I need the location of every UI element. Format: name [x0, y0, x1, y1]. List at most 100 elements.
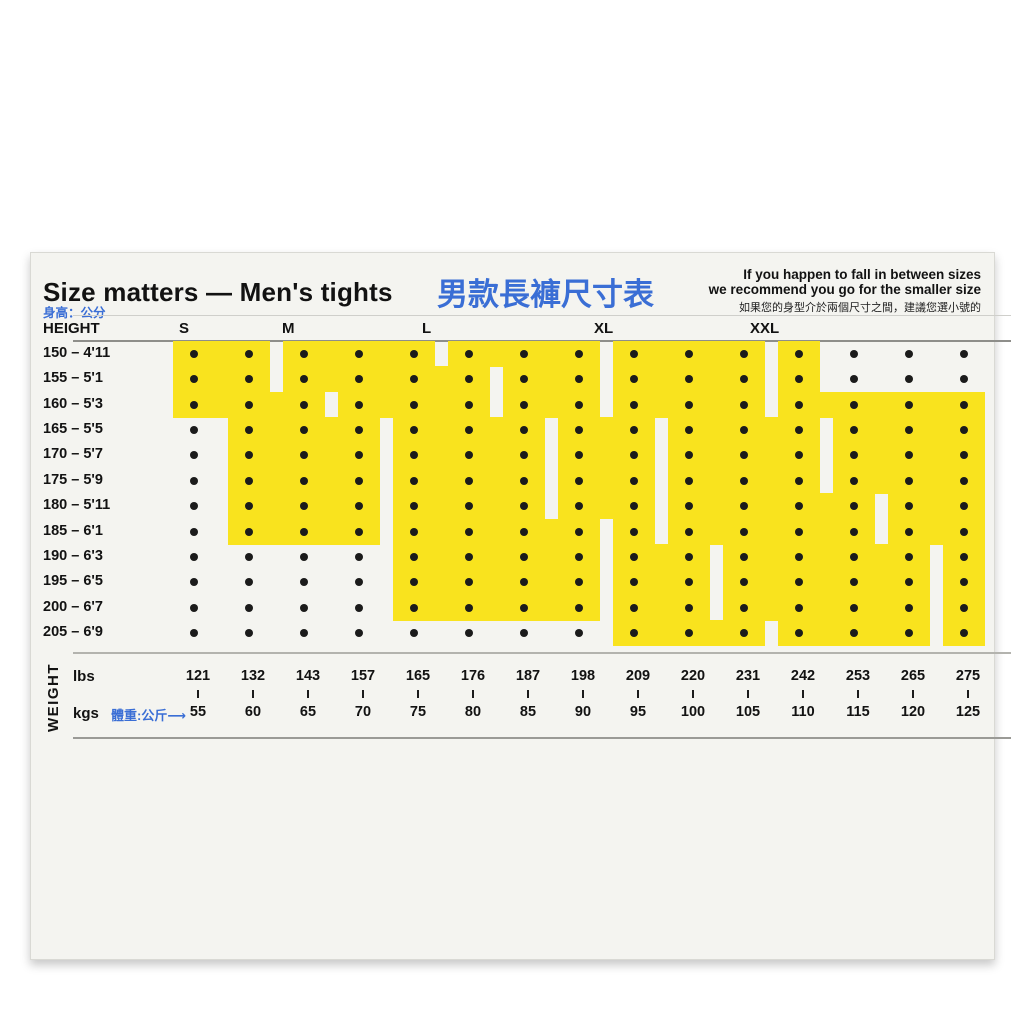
fit-note-line1: If you happen to fall in between sizes: [743, 267, 981, 282]
header-top-rule: [73, 315, 1011, 316]
grid-dot: [300, 476, 308, 485]
weight-tick: [527, 690, 529, 698]
weight-lbs-value: 209: [625, 668, 651, 684]
grid-dot: [960, 628, 968, 637]
weight-tick: [582, 690, 584, 698]
grid-dot: [410, 400, 418, 409]
weight-kgs-value: 105: [735, 704, 761, 720]
weight-kgs-value: 85: [519, 704, 537, 720]
grid-dot: [575, 426, 583, 435]
grid-dot: [575, 552, 583, 561]
grid-dot: [740, 502, 748, 511]
weight-kgs-value: 60: [244, 704, 262, 720]
grid-dot: [685, 451, 693, 460]
grid-dot: [300, 400, 308, 409]
grid-dot: [300, 552, 308, 561]
size-column-header-L: L: [422, 320, 432, 337]
size-column-header-S: S: [179, 320, 190, 337]
grid-dot: [300, 628, 308, 637]
grid-dot: [630, 628, 638, 637]
height-label: 200 – 6'7: [43, 598, 103, 615]
weight-tick: [637, 690, 639, 698]
height-label: 175 – 5'9: [43, 471, 103, 488]
grid-dot: [905, 400, 913, 409]
grid-dot: [245, 628, 253, 637]
grid-dot: [630, 426, 638, 435]
grid-dot: [630, 603, 638, 612]
grid-dot: [575, 375, 583, 384]
weight-tick: [197, 690, 199, 698]
grid-dot: [960, 400, 968, 409]
weight-lbs-value: 187: [515, 668, 541, 684]
grid-dot: [245, 578, 253, 587]
grid-dot: [520, 400, 528, 409]
grid-dot: [685, 375, 693, 384]
weight-kgs-value: 120: [900, 704, 926, 720]
height-label: 165 – 5'5: [43, 421, 103, 438]
grid-dot: [685, 426, 693, 435]
grid-dot: [740, 451, 748, 460]
weight-lbs-value: 157: [350, 668, 376, 684]
grid-dot: [355, 578, 363, 587]
grid-dot: [960, 578, 968, 587]
grid-dot: [520, 350, 528, 358]
weight-tick: [802, 690, 804, 698]
grid-dot: [410, 476, 418, 485]
grid-dot: [905, 628, 913, 637]
grid-dot: [795, 552, 803, 561]
grid-dot: [795, 400, 803, 409]
grid-dot: [685, 578, 693, 587]
grid-dot: [685, 502, 693, 511]
grid-dot: [245, 350, 253, 358]
grid-dot: [795, 603, 803, 612]
grid-dot: [795, 375, 803, 384]
weight-lbs-value: 132: [240, 668, 266, 684]
grid-dot: [960, 603, 968, 612]
grid-dot: [850, 400, 858, 409]
height-label: 190 – 6'3: [43, 547, 103, 564]
grid-dot: [905, 578, 913, 587]
weight-kgs-value: 70: [354, 704, 372, 720]
grid-dot: [520, 476, 528, 485]
weight-lbs-value: 176: [460, 668, 486, 684]
size-region-L: [558, 417, 655, 520]
grid-dot: [630, 578, 638, 587]
weight-lbs-value: 231: [735, 668, 761, 684]
grid-dot: [575, 476, 583, 485]
grid-dot: [850, 350, 858, 358]
weight-kgs-value: 80: [464, 704, 482, 720]
grid-dot: [520, 527, 528, 536]
weight-axis-label: WEIGHT: [45, 663, 62, 732]
weight-lbs-value: 275: [955, 668, 981, 684]
weight-kgs-value: 95: [629, 704, 647, 720]
grid-dot: [850, 502, 858, 511]
grid-dot: [630, 451, 638, 460]
grid-dot: [960, 476, 968, 485]
grid-dot: [850, 578, 858, 587]
weight-lbs-value: 143: [295, 668, 321, 684]
grid-dot: [520, 552, 528, 561]
grid-dot: [245, 476, 253, 485]
weight-lbs-value: 242: [790, 668, 816, 684]
grid-dot: [960, 451, 968, 460]
grid-dot: [520, 603, 528, 612]
grid-dot: [465, 476, 473, 485]
grid-dot: [355, 451, 363, 460]
grid-dot: [685, 476, 693, 485]
grid-dot: [355, 476, 363, 485]
size-region-L: [613, 543, 710, 621]
weight-tick: [252, 690, 254, 698]
grid-dot: [850, 476, 858, 485]
height-label: 150 – 4'11: [43, 345, 111, 361]
kgs-row-label: kgs: [73, 705, 99, 722]
grid-dot: [905, 451, 913, 460]
height-label: 205 – 6'9: [43, 623, 103, 640]
grid-dot: [575, 350, 583, 358]
grid-dot: [905, 350, 913, 358]
grid-dot: [575, 527, 583, 536]
grid-dot: [190, 527, 198, 536]
grid-dot: [410, 350, 418, 358]
grid-dot: [685, 603, 693, 612]
weight-tick: [692, 690, 694, 698]
